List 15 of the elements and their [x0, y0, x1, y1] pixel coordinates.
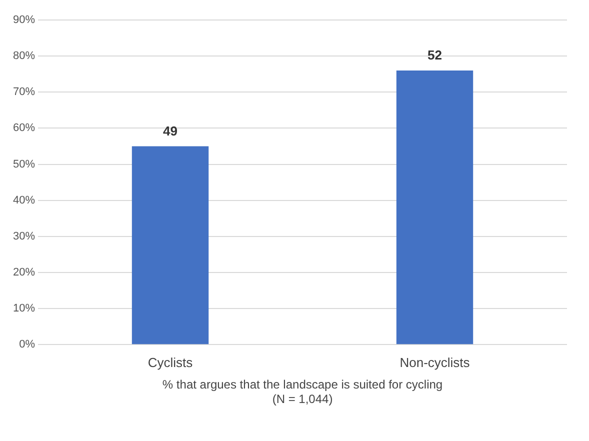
y-tick-label: 60%	[12, 122, 36, 134]
y-tick-label: 80%	[12, 50, 36, 62]
y-tick-label: 50%	[12, 158, 36, 170]
x-tick-label: Cyclists	[148, 354, 194, 370]
y-tick-label: 70%	[12, 86, 36, 98]
y-tick-label: 30%	[12, 230, 36, 242]
y-tick-label: 90%	[12, 14, 36, 26]
annotation: 52	[428, 48, 442, 63]
y-tick-label: 0%	[19, 338, 36, 351]
y-tick-label: 40%	[12, 194, 36, 206]
x-axis-title: % that argues that the landscape is suited for cycling (N = 1,044)	[162, 378, 443, 406]
x-tick-label: Non-cyclists	[400, 354, 470, 370]
y-tick-label: 20%	[12, 266, 36, 278]
y-tick-label: 10%	[12, 302, 36, 315]
annotation: 49	[163, 123, 178, 138]
